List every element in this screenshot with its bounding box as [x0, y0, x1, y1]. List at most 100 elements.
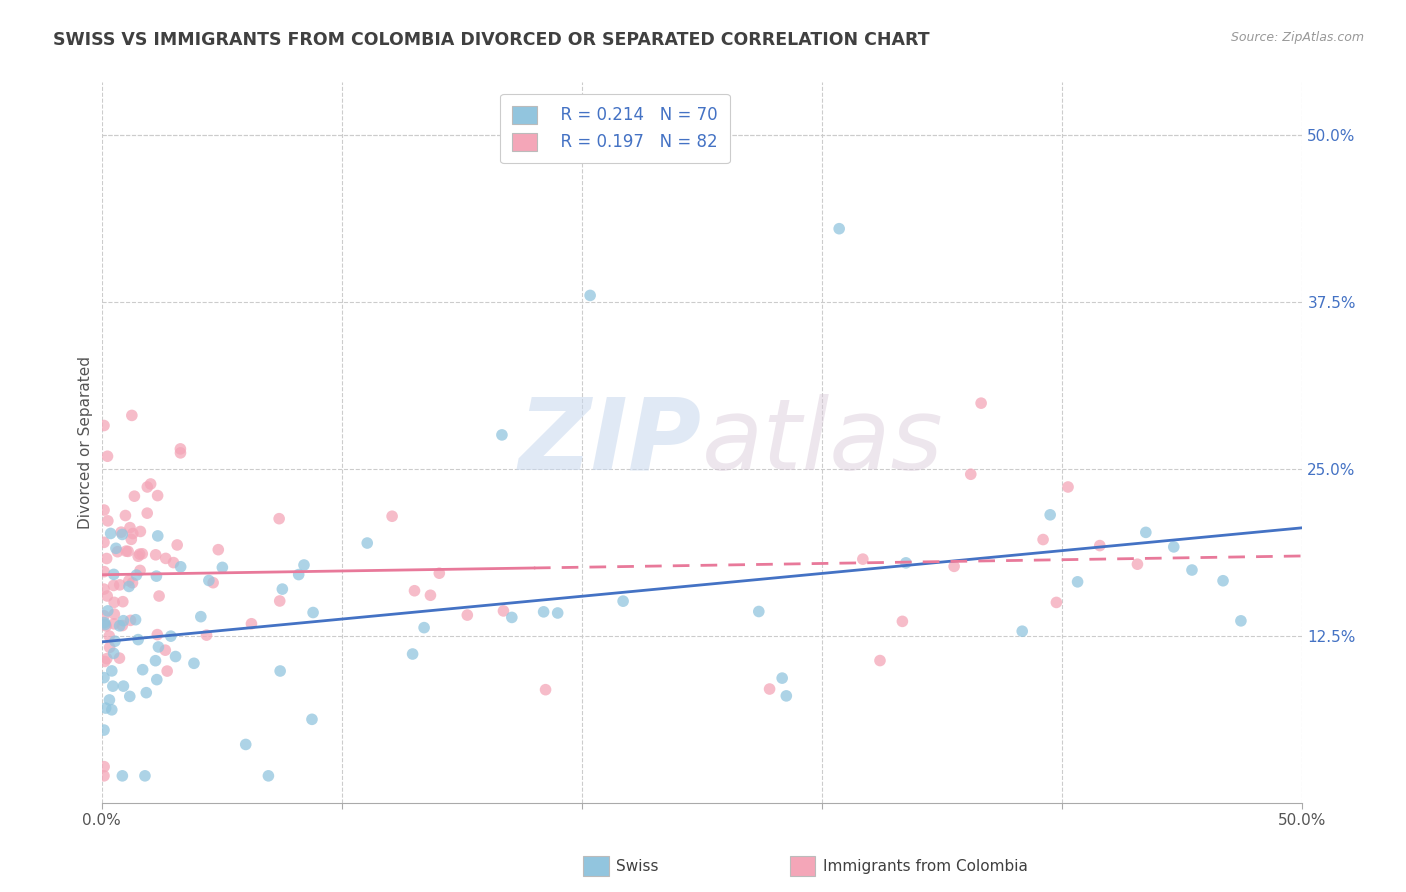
Point — [162, 556, 184, 570]
Point — [198, 574, 221, 588]
Point — [94, 701, 117, 715]
Point — [356, 536, 378, 550]
Point — [269, 664, 291, 678]
Point — [195, 628, 218, 642]
Point — [547, 606, 569, 620]
Point — [108, 651, 131, 665]
Point — [96, 449, 118, 463]
Point — [125, 568, 148, 582]
Point — [146, 673, 169, 687]
Point — [96, 651, 118, 665]
Point — [131, 547, 153, 561]
Point — [108, 619, 131, 633]
Point — [111, 618, 134, 632]
Point — [146, 627, 169, 641]
Point — [129, 563, 152, 577]
Point — [302, 606, 325, 620]
Point — [943, 559, 966, 574]
Point — [108, 578, 131, 592]
Point — [134, 769, 156, 783]
Point — [269, 511, 291, 525]
Point — [118, 690, 141, 704]
Point — [98, 629, 121, 643]
Point — [235, 738, 257, 752]
Point — [155, 643, 177, 657]
Point — [127, 632, 149, 647]
Point — [101, 703, 124, 717]
Point — [146, 489, 169, 503]
Point — [894, 556, 917, 570]
Point — [202, 575, 225, 590]
Point — [103, 616, 125, 631]
Point — [121, 409, 143, 423]
Point — [93, 565, 115, 579]
Point — [159, 629, 181, 643]
Point — [93, 769, 115, 783]
Point — [103, 607, 125, 621]
Point — [301, 712, 323, 726]
Point — [579, 288, 602, 302]
Point — [970, 396, 993, 410]
Point — [190, 609, 212, 624]
Text: Immigrants from Colombia: Immigrants from Colombia — [823, 859, 1028, 873]
Point — [103, 595, 125, 609]
Text: Swiss: Swiss — [616, 859, 658, 873]
Y-axis label: Divorced or Separated: Divorced or Separated — [79, 356, 93, 529]
Point — [287, 567, 309, 582]
Point — [127, 549, 149, 564]
Point — [111, 527, 134, 541]
Point — [98, 693, 121, 707]
Point — [101, 664, 124, 678]
Point — [145, 548, 167, 562]
Point — [1212, 574, 1234, 588]
Point — [775, 689, 797, 703]
Point — [852, 552, 875, 566]
Point — [612, 594, 634, 608]
Point — [129, 524, 152, 539]
Point — [381, 509, 404, 524]
Point — [104, 634, 127, 648]
Point — [146, 529, 169, 543]
Point — [758, 681, 780, 696]
Point — [1230, 614, 1253, 628]
Point — [98, 640, 121, 655]
Point — [155, 551, 177, 566]
Point — [118, 521, 141, 535]
Point — [107, 544, 129, 558]
Point — [183, 657, 205, 671]
Point — [1057, 480, 1080, 494]
Point — [1135, 525, 1157, 540]
Point — [120, 533, 142, 547]
Point — [492, 604, 515, 618]
Point — [165, 649, 187, 664]
Text: ZIP: ZIP — [519, 393, 702, 491]
Point — [456, 608, 478, 623]
Point — [93, 615, 115, 630]
Point — [121, 575, 143, 590]
Point — [93, 723, 115, 737]
Point — [96, 589, 118, 603]
Point — [1045, 595, 1067, 609]
Point — [292, 558, 315, 572]
Point — [145, 569, 167, 583]
Point — [139, 477, 162, 491]
Point — [211, 560, 233, 574]
Point — [404, 583, 426, 598]
Point — [118, 574, 141, 588]
Point — [169, 559, 191, 574]
Point — [1163, 540, 1185, 554]
Point — [1066, 574, 1088, 589]
Point — [1032, 533, 1054, 547]
Point — [1126, 558, 1149, 572]
Point — [166, 538, 188, 552]
Point — [959, 467, 981, 482]
Point — [111, 769, 134, 783]
Point — [96, 551, 118, 566]
Point — [103, 578, 125, 592]
Point — [101, 679, 124, 693]
Point — [135, 686, 157, 700]
Point — [93, 759, 115, 773]
Point — [110, 525, 132, 540]
Point — [269, 594, 291, 608]
Point — [148, 640, 170, 654]
